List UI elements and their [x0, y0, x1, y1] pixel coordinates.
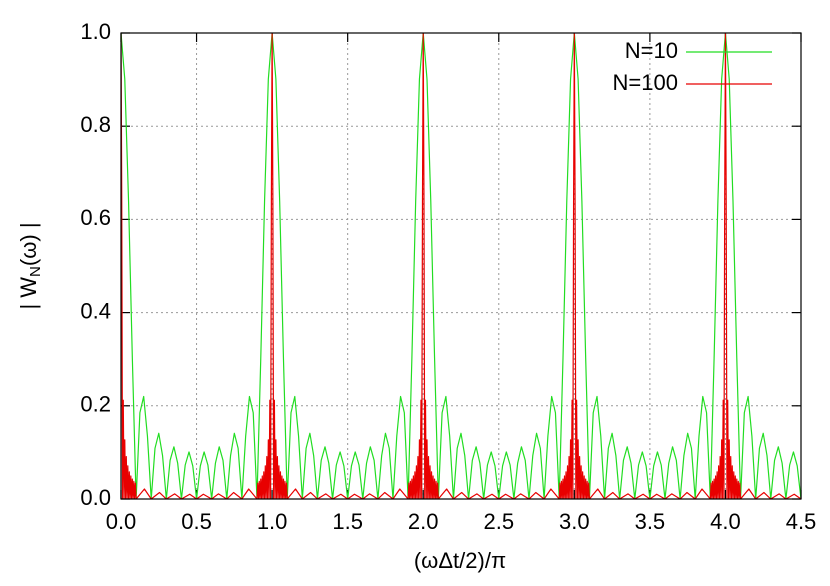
x-tick-label: 4.0: [710, 509, 741, 534]
plot-area: [121, 33, 801, 499]
y-tick-label: 0.4: [80, 298, 111, 323]
x-tick-label: 2.0: [408, 509, 439, 534]
y-axis-label-text: | W: [16, 277, 41, 310]
legend-label: N=10: [625, 38, 678, 63]
x-tick-label: 3.0: [559, 509, 590, 534]
y-axis-label: | WN(ω) |: [16, 222, 44, 309]
y-tick-label: 0.0: [80, 485, 111, 510]
y-tick-label: 0.8: [80, 112, 111, 137]
legend-label: N=100: [613, 70, 678, 95]
x-tick-label: 1.0: [257, 509, 288, 534]
y-tick-label: 0.2: [80, 392, 111, 417]
x-tick-label: 0.5: [181, 509, 212, 534]
x-tick-label: 0.0: [106, 509, 137, 534]
series-line: [121, 33, 801, 499]
x-tick-label: 2.5: [483, 509, 514, 534]
x-tick-label: 4.5: [786, 509, 817, 534]
y-tick-label: 0.6: [80, 205, 111, 230]
x-axis-label: (ωΔt/2)/π: [414, 548, 506, 573]
y-tick-label: 1.0: [80, 19, 111, 44]
plot-border: [120, 32, 802, 500]
x-tick-label: 3.5: [635, 509, 666, 534]
x-tick-label: 1.5: [332, 509, 363, 534]
y-axis-label-sub: N: [27, 266, 44, 277]
series-line: [121, 33, 801, 499]
y-axis-label-tail: (ω) |: [16, 222, 41, 266]
